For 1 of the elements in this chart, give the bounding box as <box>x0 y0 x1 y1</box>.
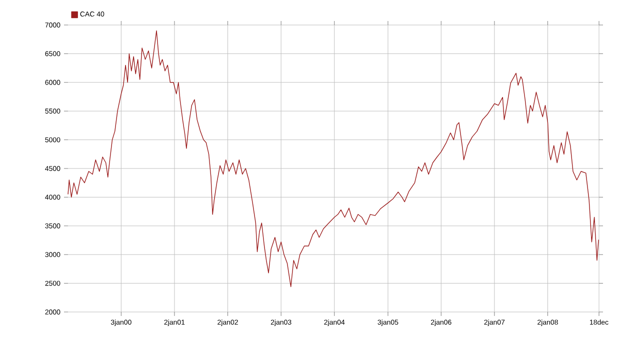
line-series <box>68 30 599 288</box>
